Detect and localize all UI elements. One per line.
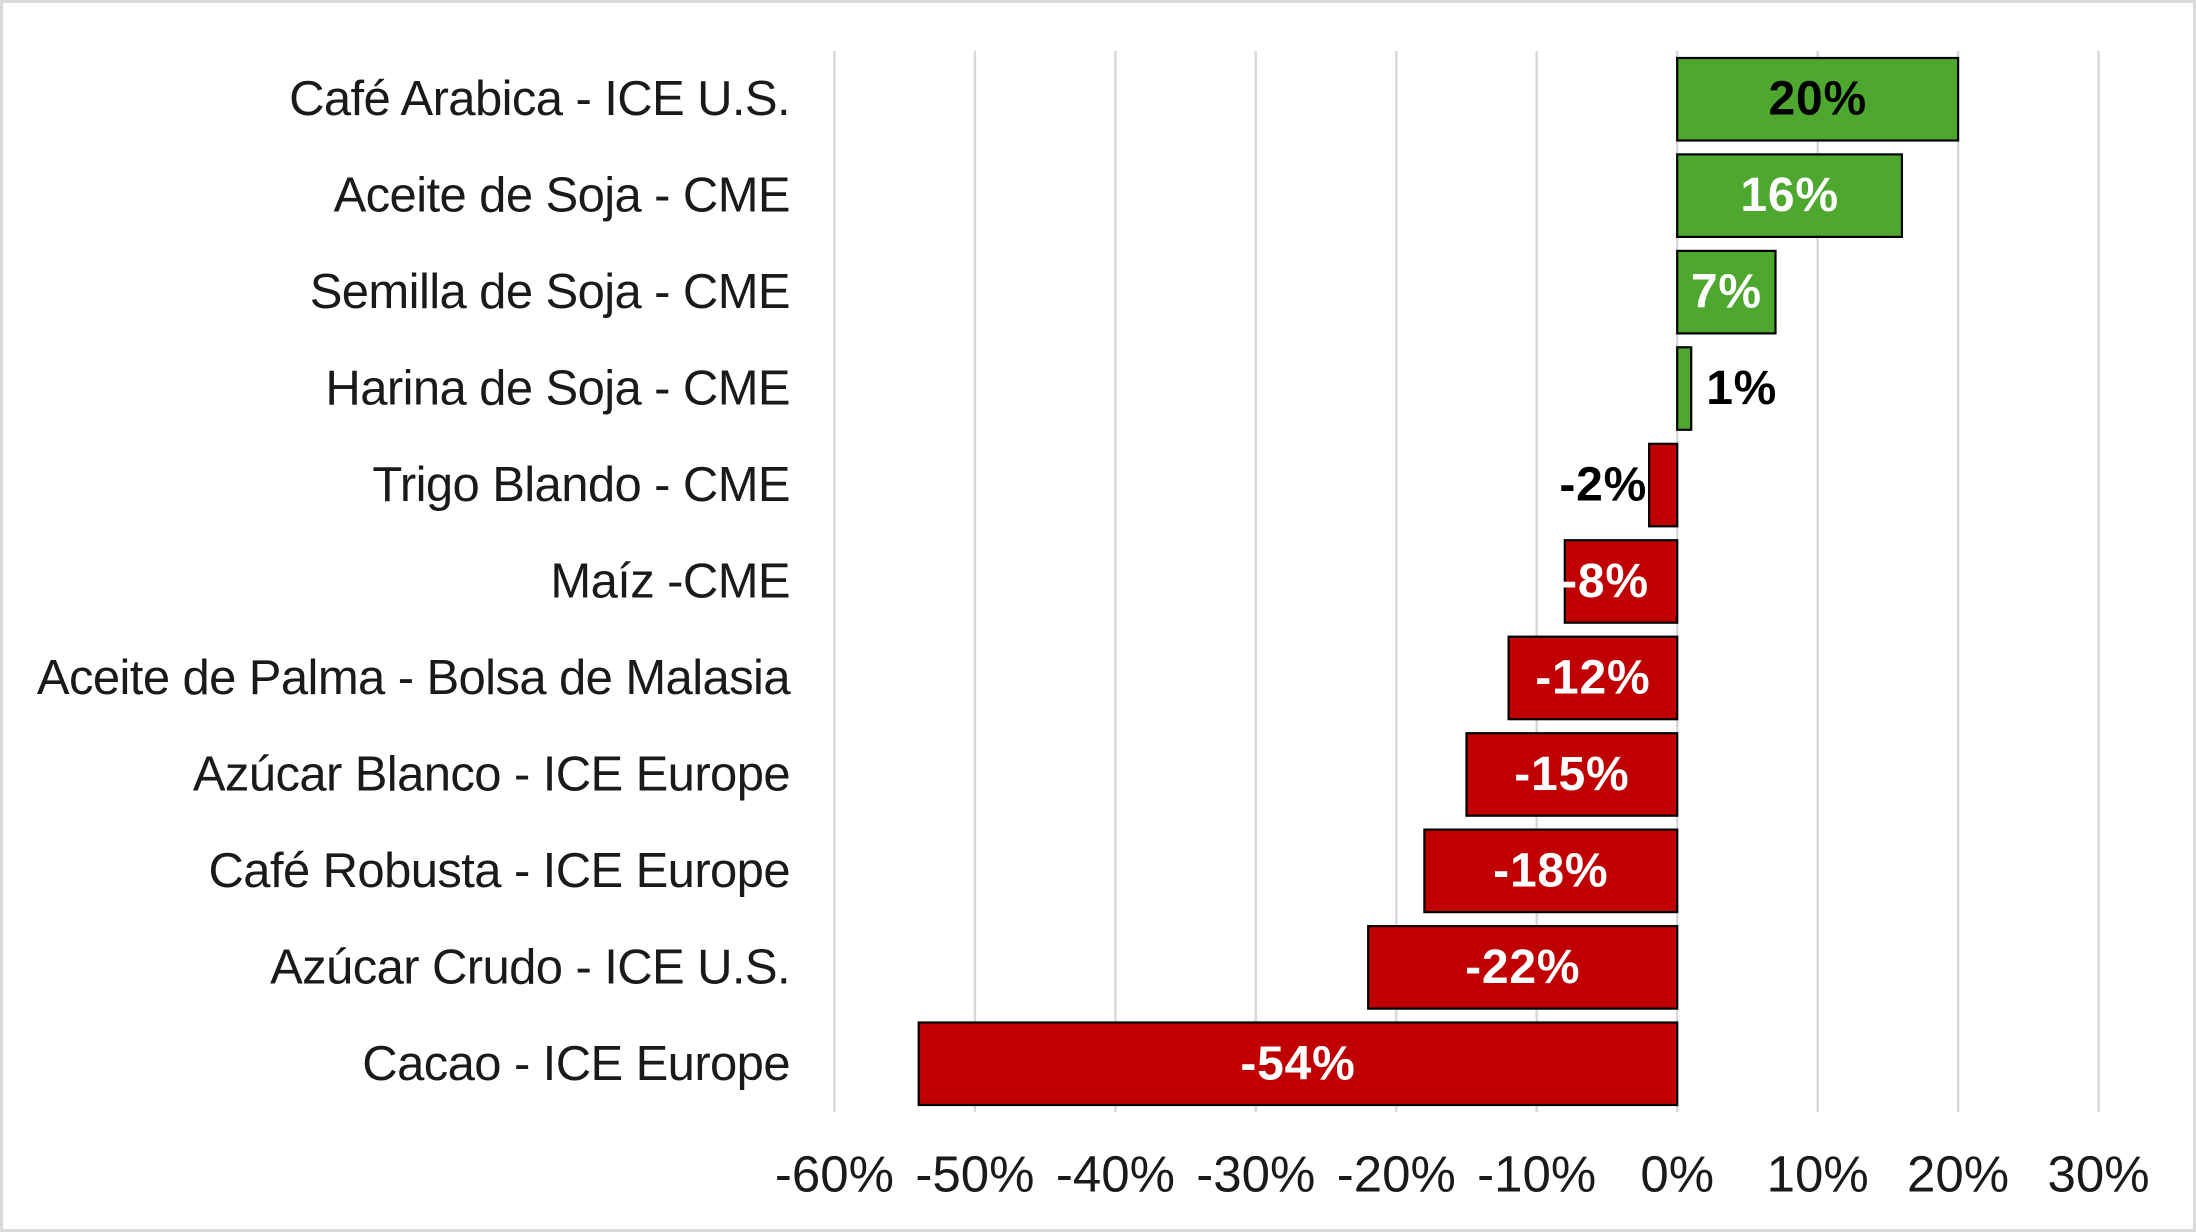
svg-text:Azúcar Crudo - ICE U.S.: Azúcar Crudo - ICE U.S. [270, 940, 790, 994]
svg-text:Aceite de Palma - Bolsa de Mal: Aceite de Palma - Bolsa de Malasia [37, 651, 791, 705]
svg-text:Cacao - ICE Europe: Cacao - ICE Europe [362, 1037, 790, 1091]
svg-text:Azúcar Blanco - ICE Europe: Azúcar Blanco - ICE Europe [193, 747, 790, 801]
svg-text:-30%: -30% [1196, 1146, 1315, 1203]
svg-text:30%: 30% [2048, 1146, 2150, 1203]
svg-text:Semilla de Soja - CME: Semilla de Soja - CME [310, 265, 790, 319]
svg-text:-50%: -50% [915, 1146, 1034, 1203]
svg-text:-20%: -20% [1337, 1146, 1456, 1203]
svg-text:0%: 0% [1640, 1146, 1714, 1203]
svg-text:-10%: -10% [1477, 1146, 1596, 1203]
svg-text:-54%: -54% [1240, 1037, 1355, 1090]
svg-text:1%: 1% [1706, 362, 1777, 415]
svg-text:-40%: -40% [1056, 1146, 1175, 1203]
svg-text:20%: 20% [1907, 1146, 2009, 1203]
svg-text:-60%: -60% [775, 1146, 894, 1203]
svg-text:Maíz -CME: Maíz -CME [550, 555, 790, 609]
svg-text:Harina de Soja - CME: Harina de Soja - CME [325, 362, 790, 416]
svg-text:Café Robusta - ICE Europe: Café Robusta - ICE Europe [209, 844, 790, 898]
svg-text:-12%: -12% [1535, 652, 1650, 705]
svg-text:-18%: -18% [1493, 844, 1608, 897]
svg-text:-22%: -22% [1465, 941, 1580, 994]
svg-text:-2%: -2% [1559, 459, 1647, 512]
svg-text:Café Arabica - ICE U.S.: Café Arabica - ICE U.S. [289, 72, 790, 126]
svg-text:-15%: -15% [1514, 748, 1629, 801]
svg-text:20%: 20% [1768, 73, 1866, 126]
svg-text:Trigo Blando - CME: Trigo Blando - CME [372, 458, 790, 512]
svg-text:7%: 7% [1691, 266, 1762, 319]
svg-text:10%: 10% [1767, 1146, 1869, 1203]
svg-text:Aceite de Soja - CME: Aceite de Soja - CME [334, 169, 790, 223]
svg-text:16%: 16% [1740, 169, 1838, 222]
svg-text:-8%: -8% [1561, 555, 1649, 608]
